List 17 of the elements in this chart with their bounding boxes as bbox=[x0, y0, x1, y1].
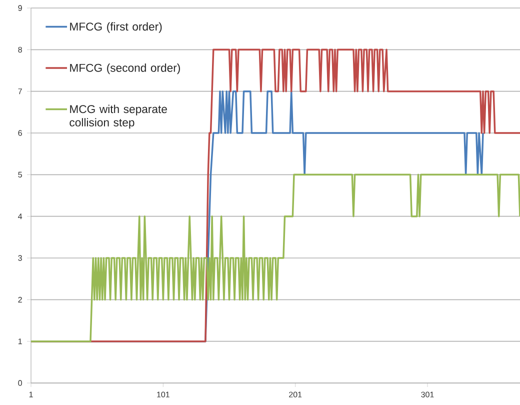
x-tick-label: 101 bbox=[157, 392, 170, 398]
x-tick-label: 201 bbox=[289, 392, 302, 398]
legend-label: MFCG (first order) bbox=[70, 22, 162, 33]
y-tick-label: 9 bbox=[18, 5, 22, 11]
y-tick-label: 6 bbox=[18, 130, 22, 136]
legend-label: MCG with separate collision step bbox=[70, 104, 167, 129]
y-tick-label: 5 bbox=[18, 172, 22, 178]
y-tick-label: 0 bbox=[18, 380, 22, 386]
legend-label: MFCG (second order) bbox=[70, 64, 180, 74]
y-tick-label: 7 bbox=[18, 88, 22, 94]
y-tick-label: 8 bbox=[18, 46, 22, 53]
y-tick-label: 3 bbox=[18, 255, 22, 261]
x-tick-label: 301 bbox=[421, 392, 434, 398]
x-tick-label: 1 bbox=[29, 392, 33, 398]
y-tick-label: 4 bbox=[18, 214, 22, 220]
y-tick-label: 1 bbox=[18, 338, 22, 344]
y-tick-label: 2 bbox=[18, 296, 22, 302]
